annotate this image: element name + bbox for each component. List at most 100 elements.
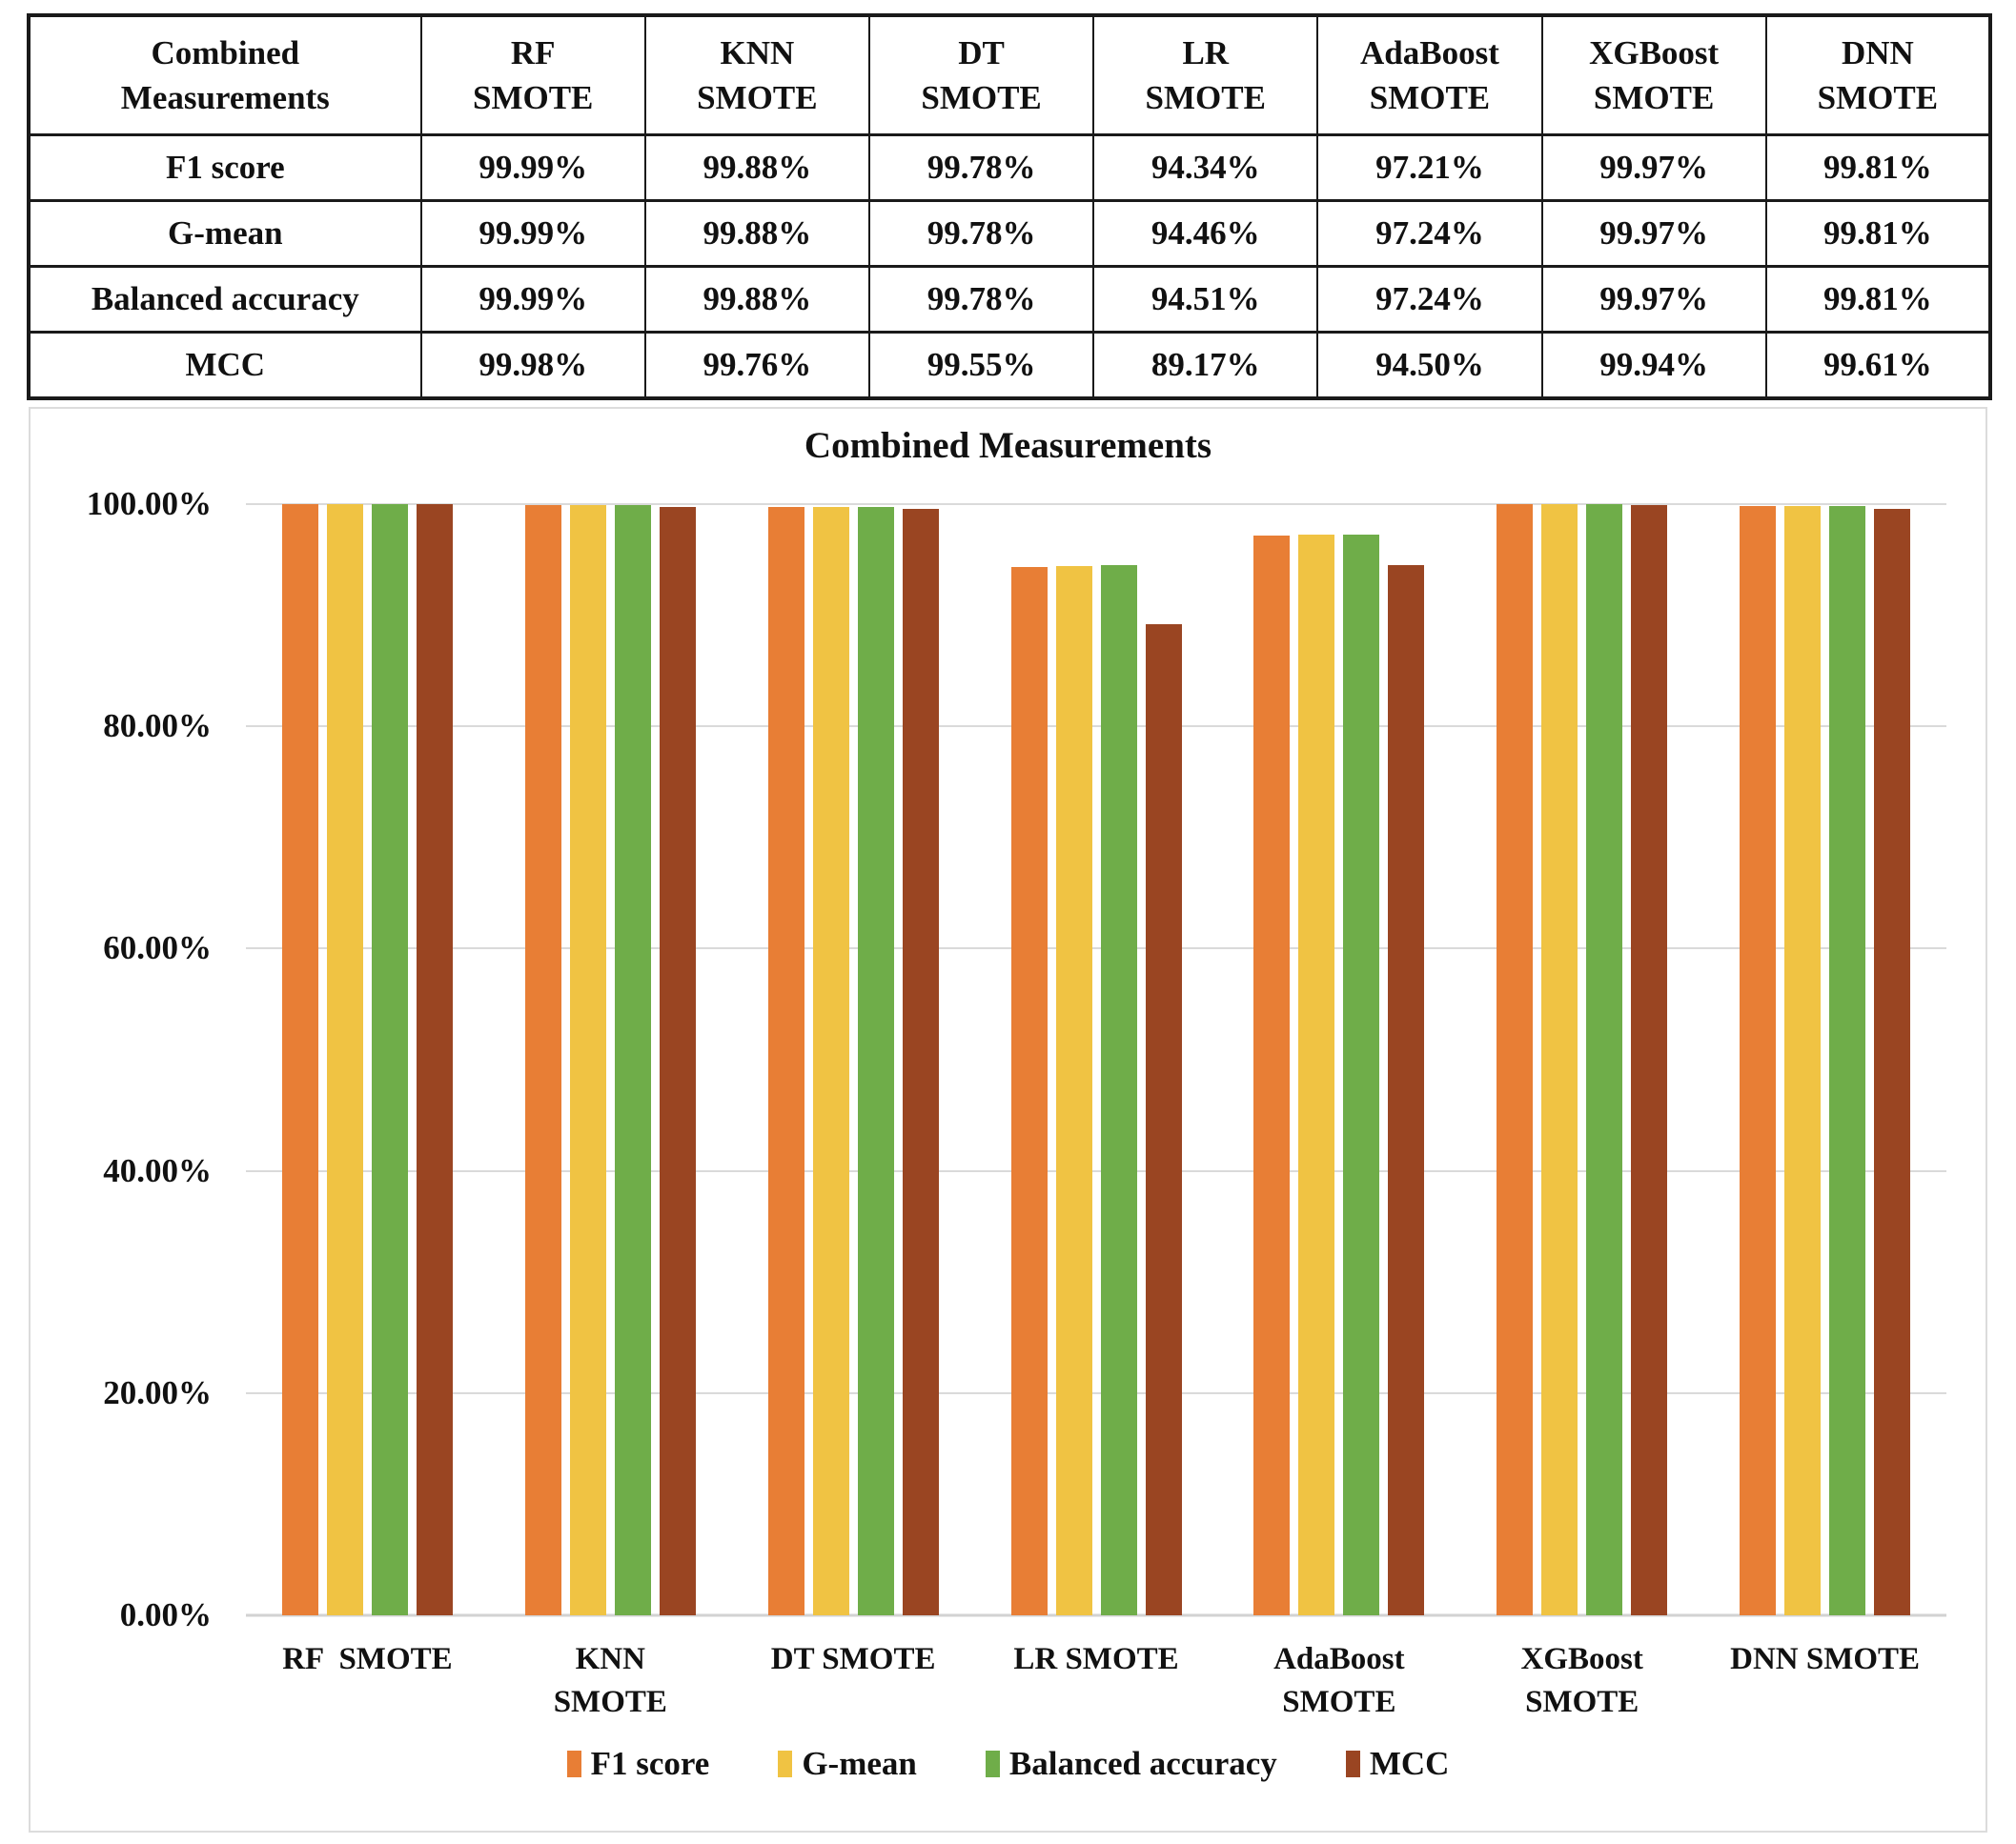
gridline	[246, 503, 1946, 505]
gridline	[246, 1391, 1946, 1394]
plot-area	[246, 503, 1946, 1617]
table-cell: 94.46%	[1092, 199, 1319, 268]
table-corner-header: Combined Measurements	[28, 14, 422, 136]
table-row: G-mean 99.99% 99.88% 99.78% 94.46% 97.24% 99.9…	[28, 199, 1992, 268]
table-cell: 97.21%	[1316, 133, 1543, 202]
table-cell: 99.78%	[867, 133, 1095, 202]
bar-f1-score	[281, 504, 318, 1615]
x-axis-line	[246, 1613, 1946, 1617]
table-cell: 99.81%	[1764, 265, 1992, 334]
bar-g-mean	[1541, 504, 1578, 1615]
bar-balanced-accuracy	[1586, 504, 1623, 1615]
table-cell: 99.98%	[419, 331, 646, 399]
table-column-header: LR SMOTE	[1092, 14, 1319, 136]
y-tick-label: 100.00%	[86, 485, 212, 522]
bar-f1-score	[1010, 567, 1048, 1615]
table-column-header: DNN SMOTE	[1764, 14, 1992, 136]
bar-group	[246, 504, 489, 1615]
bar-mcc	[416, 504, 453, 1615]
bar-balanced-accuracy	[1100, 565, 1137, 1615]
table-cell: 99.97%	[1540, 133, 1767, 202]
bar-balanced-accuracy	[614, 505, 651, 1615]
bar-mcc	[1145, 624, 1182, 1615]
legend-label: G-mean	[802, 1745, 917, 1782]
table-column-header: KNN SMOTE	[643, 14, 870, 136]
table-cell: 99.99%	[419, 199, 646, 268]
bar-group	[1217, 504, 1460, 1615]
bar-mcc	[1874, 508, 1911, 1615]
bar-group	[975, 504, 1218, 1615]
legend-label: MCC	[1369, 1745, 1450, 1782]
table-cell: 99.78%	[867, 265, 1095, 334]
y-tick-label: 0.00%	[119, 1596, 212, 1633]
bar-f1-score	[1253, 535, 1291, 1615]
metrics-table-wrap: Combined Measurements RF SMOTE KNN SMOTE DT…	[27, 13, 1992, 400]
table-cell: 99.97%	[1540, 199, 1767, 268]
bar-f1-score	[767, 506, 804, 1615]
table-cell: 99.55%	[867, 331, 1095, 399]
table-column-header: AdaBoost SMOTE	[1316, 14, 1543, 136]
x-tick-label: LR SMOTE	[1013, 1642, 1179, 1676]
gridline	[246, 1169, 1946, 1172]
table-cell: 99.88%	[643, 265, 870, 334]
chart-title: Combined Measurements	[804, 425, 1212, 466]
y-axis-labels: 100.00% 80.00% 60.00% 40.00% 20.00% 0.00%	[31, 485, 217, 1633]
gridline	[246, 725, 1946, 728]
chart-legend: F1 score G-mean Balanced accuracy MCC	[31, 1745, 1985, 1783]
bar-balanced-accuracy	[857, 506, 894, 1615]
x-tick-label: RF SMOTE	[282, 1642, 453, 1676]
table-column-header: XGBoost SMOTE	[1540, 14, 1767, 136]
table-cell: 99.81%	[1764, 199, 1992, 268]
table-cell: 94.34%	[1092, 133, 1319, 202]
bar-f1-score	[524, 505, 561, 1615]
bar-mcc	[1631, 504, 1668, 1615]
table-cell: 99.94%	[1540, 331, 1767, 399]
table-column-header: RF SMOTE	[419, 14, 646, 136]
table-cell: 99.76%	[643, 331, 870, 399]
legend-item: MCC	[1345, 1745, 1450, 1783]
table-cell: 94.51%	[1092, 265, 1319, 334]
legend-swatch-icon	[985, 1751, 1000, 1777]
table-row: Balanced accuracy 99.99% 99.88% 99.78% 94.51…	[28, 265, 1992, 334]
table-cell: 94.50%	[1316, 331, 1543, 399]
table-row-label: G-mean	[28, 199, 422, 268]
bar-mcc	[902, 509, 939, 1615]
legend-label: Balanced accuracy	[1008, 1745, 1277, 1782]
legend-item: F1 score	[566, 1745, 709, 1783]
bar-g-mean	[326, 504, 363, 1615]
table-cell: 99.88%	[643, 133, 870, 202]
legend-swatch-icon	[566, 1751, 581, 1777]
table-row: F1 score 99.99% 99.88% 99.78% 94.34% 97.21% 99…	[28, 133, 1992, 202]
table-row: MCC 99.98% 99.76% 99.55% 89.17% 94.50% 99.94% 9…	[28, 331, 1992, 399]
x-tick-label: KNN SMOTE	[553, 1642, 667, 1719]
table-cell: 97.24%	[1316, 265, 1543, 334]
x-tick-label: DNN SMOTE	[1730, 1642, 1921, 1676]
legend-item: G-mean	[778, 1745, 917, 1783]
bar-group	[1703, 504, 1946, 1615]
y-tick-label: 80.00%	[103, 707, 212, 745]
y-tick-label: 40.00%	[103, 1151, 212, 1189]
bar-group	[489, 504, 732, 1615]
legend-swatch-icon	[778, 1751, 793, 1777]
table-cell: 97.24%	[1316, 199, 1543, 268]
table-cell: 99.78%	[867, 199, 1095, 268]
table-cell: 99.61%	[1764, 331, 1992, 399]
bar-balanced-accuracy	[371, 504, 408, 1615]
bar-groups	[246, 504, 1946, 1615]
table-cell: 99.99%	[419, 133, 646, 202]
chart-panel: Combined Measurements 100.00% 80.00% 60.00…	[29, 407, 1987, 1833]
bar-mcc	[659, 506, 696, 1615]
bar-g-mean	[569, 505, 606, 1615]
bar-g-mean	[1298, 535, 1335, 1615]
x-tick-label: DT SMOTE	[770, 1642, 936, 1676]
table-column-header: DT SMOTE	[867, 14, 1095, 136]
table-header-row: Combined Measurements RF SMOTE KNN SMOTE DT…	[28, 14, 1992, 136]
table-cell: 89.17%	[1092, 331, 1319, 399]
table-cell: 99.97%	[1540, 265, 1767, 334]
table-cell: 99.99%	[419, 265, 646, 334]
gridline	[246, 947, 1946, 950]
bar-balanced-accuracy	[1829, 506, 1866, 1615]
bar-group	[1460, 504, 1703, 1615]
bar-g-mean	[1784, 506, 1822, 1615]
